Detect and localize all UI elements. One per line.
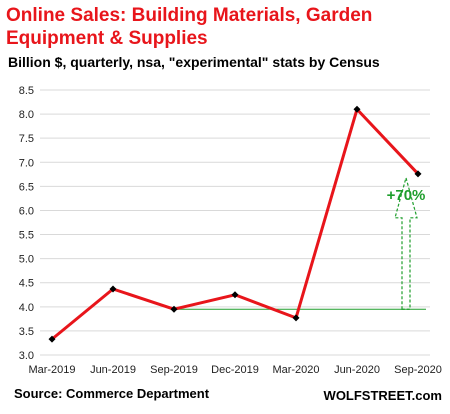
gridlines xyxy=(40,89,430,356)
data-point xyxy=(170,305,178,313)
y-tick-label: 6.5 xyxy=(19,181,34,193)
data-point xyxy=(353,105,361,113)
y-tick-label: 5.0 xyxy=(19,254,34,266)
chart-title: Online Sales: Building Materials, Garden… xyxy=(6,5,373,49)
x-tick-label: Sep-2019 xyxy=(150,364,198,376)
y-tick-label: 4.5 xyxy=(19,278,34,290)
series-line xyxy=(51,107,420,341)
x-tick-label: Sep-2020 xyxy=(394,364,442,376)
y-tick-label: 3.5 xyxy=(19,326,34,338)
x-tick-label: Jun-2020 xyxy=(334,364,380,376)
y-tick-label: 7.0 xyxy=(19,157,34,169)
brand-label: WOLFSTREET.com xyxy=(323,388,442,403)
y-tick-label: 3.0 xyxy=(19,350,34,362)
series-layer xyxy=(48,105,422,343)
source-note: Source: Commerce Department xyxy=(14,386,210,401)
x-axis-ticks: Mar-2019 Jun-2019 Sep-2019 Dec-2019 Mar-2020… xyxy=(28,364,441,376)
x-tick-label: Dec-2019 xyxy=(211,364,259,376)
y-tick-label: 7.5 xyxy=(19,133,34,145)
y-axis-ticks: 3.0 3.5 4.0 4.5 5.0 5.5 6.0 6.5 7.0 7.5 8.0 8.5 xyxy=(19,85,34,362)
x-tick-label: Mar-2020 xyxy=(272,364,319,376)
growth-annotation: +70% xyxy=(174,175,426,310)
data-point xyxy=(48,335,56,343)
growth-label: +70% xyxy=(387,187,426,204)
y-tick-label: 6.0 xyxy=(19,205,34,217)
data-point xyxy=(292,314,300,322)
y-tick-label: 8.5 xyxy=(19,85,34,97)
data-point xyxy=(414,170,422,178)
chart-subtitle: Billion $, quarterly, nsa, "experimental… xyxy=(8,54,380,70)
data-point xyxy=(109,285,117,293)
growth-arrow xyxy=(394,175,418,310)
y-tick-label: 4.0 xyxy=(19,302,34,314)
y-tick-label: 8.0 xyxy=(19,109,34,121)
y-tick-label: 5.5 xyxy=(19,230,34,242)
data-point xyxy=(231,291,239,299)
x-tick-label: Jun-2019 xyxy=(90,364,136,376)
x-tick-label: Mar-2019 xyxy=(28,364,75,376)
